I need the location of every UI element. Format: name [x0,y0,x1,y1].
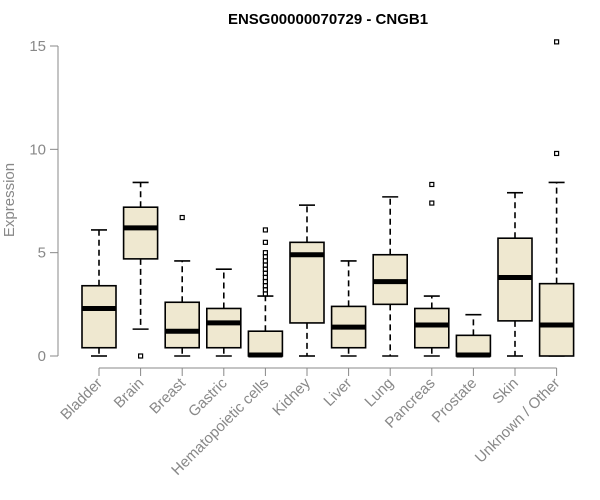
x-tick-label: Lung [361,375,397,411]
outlier-point [553,39,560,45]
outlier-point [262,274,268,281]
outlier-point [262,239,268,245]
box-kidney [289,204,325,357]
x-tick-label: Kidney [269,374,314,419]
outlier-point [262,254,268,260]
y-axis: 0 5 10 15 [29,38,59,365]
outlier-point [138,353,144,359]
box-iqr [206,307,242,349]
outlier-point [262,227,268,233]
outlier-point [262,266,268,272]
box-unknown-other [538,39,575,357]
box-iqr [164,301,200,349]
x-tick-label: Breast [146,374,189,417]
x-tick-label: Liver [320,375,355,410]
outlier-point [262,250,268,256]
box-iqr [247,330,284,357]
outlier-point [179,214,185,221]
outlier-point [262,279,268,285]
box-iqr [81,284,117,349]
outlier-point [262,262,268,268]
y-tick-label: 5 [38,245,46,262]
y-axis-label: Expression [1,163,18,237]
box-liver [330,260,367,357]
y-tick-label: 10 [29,141,46,158]
box-gastric [206,268,242,357]
box-prostate [455,313,492,358]
box-breast [164,214,200,357]
x-tick-label: Brain [111,375,148,412]
outlier-point [429,181,435,188]
box-hematopoietic-cells [247,227,284,358]
box-series [81,39,575,359]
box-iqr [538,282,575,357]
outlier-point [262,283,268,289]
x-tick-label: Prostate [429,375,481,427]
box-iqr [413,307,450,349]
y-tick-label: 15 [29,38,46,55]
outlier-point [262,287,268,293]
box-pancreas [413,181,450,357]
chart-title: ENSG00000070729 - CNGB1 [228,11,428,28]
box-iqr [122,206,159,260]
outlier-point [262,258,268,264]
outlier-point [553,150,560,157]
x-tick-label: Skin [489,375,522,408]
y-tick-label: 0 [38,348,46,365]
box-lung [372,196,409,357]
outlier-point [429,200,435,206]
box-skin [497,191,533,357]
box-bladder [81,229,117,357]
outlier-point [262,270,268,276]
x-tick-label: Bladder [57,375,106,424]
box-brain [122,181,159,359]
